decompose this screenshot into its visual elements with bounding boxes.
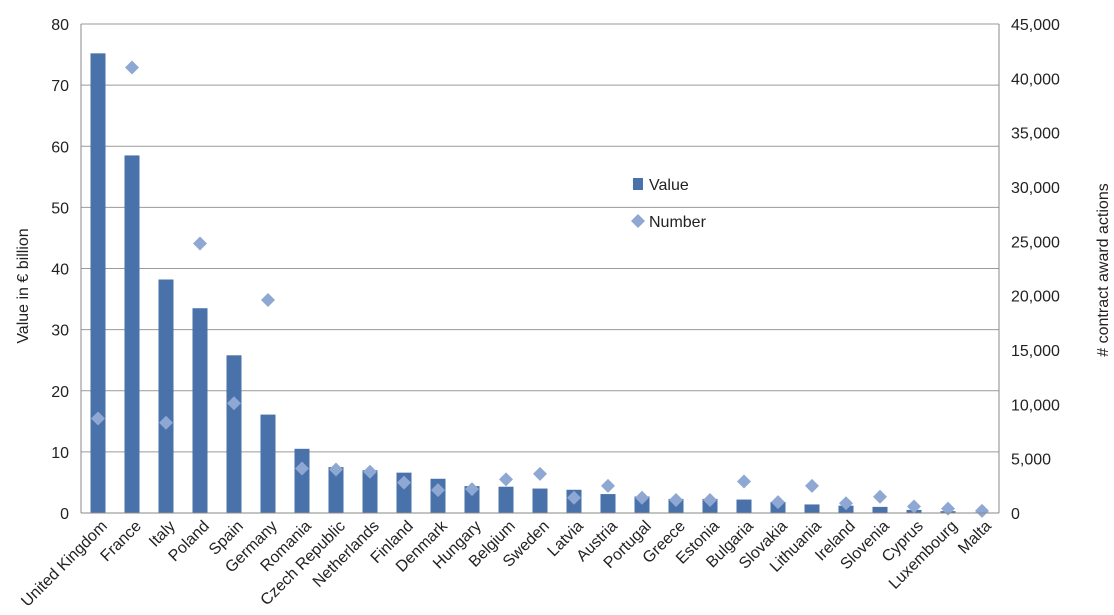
right-tick-label: 35,000 xyxy=(1011,126,1060,143)
x-tick-label: United Kingdom xyxy=(18,518,111,611)
value-bar xyxy=(498,486,514,513)
number-marker xyxy=(363,464,377,479)
number-marker xyxy=(737,474,751,489)
legend-value-swatch xyxy=(633,178,643,190)
value-bar xyxy=(464,486,480,513)
number-marker xyxy=(601,478,615,493)
axes xyxy=(80,24,1000,514)
value-bar xyxy=(260,414,276,513)
number-marker xyxy=(635,490,649,505)
value-bar xyxy=(90,53,106,514)
value-bar xyxy=(600,494,616,513)
number-marker xyxy=(227,396,241,411)
right-tick-label: 5,000 xyxy=(1011,452,1051,469)
value-bar xyxy=(362,470,378,513)
left-tick-label: 0 xyxy=(60,506,69,523)
legend-value-label: Value xyxy=(649,177,689,194)
number-marker xyxy=(567,490,581,505)
right-tick-label: 10,000 xyxy=(1011,397,1060,414)
y2-axis-title: # contract award actions xyxy=(1095,183,1112,356)
number-marker xyxy=(907,499,921,514)
number-marker xyxy=(431,483,445,498)
right-tick-label: 20,000 xyxy=(1011,289,1060,306)
number-marker xyxy=(533,466,547,481)
value-bar xyxy=(872,506,888,513)
number-marker xyxy=(329,462,343,477)
x-tick-label: Malta xyxy=(955,518,995,558)
right-tick-label: 45,000 xyxy=(1011,17,1060,34)
number-marker xyxy=(941,501,955,516)
value-bar xyxy=(736,499,752,513)
right-tick-label: 25,000 xyxy=(1011,234,1060,251)
legend-number-label: Number xyxy=(649,214,707,231)
number-marker xyxy=(125,60,139,75)
number-marker xyxy=(397,475,411,490)
number-marker xyxy=(159,415,173,430)
right-tick-label: 15,000 xyxy=(1011,343,1060,360)
value-bar xyxy=(158,279,174,513)
gridlines xyxy=(81,23,999,514)
number-marker xyxy=(91,411,105,426)
number-marker xyxy=(669,492,683,507)
number-marker xyxy=(703,492,717,507)
value-bars xyxy=(90,53,990,514)
right-tick-label: 40,000 xyxy=(1011,71,1060,88)
right-axis-ticks: 0 5,000 10,000 15,000 20,000 25,000 30,000 35,0… xyxy=(1011,17,1060,523)
left-axis-ticks: 0 10 20 30 40 50 60 70 80 xyxy=(51,17,69,523)
number-marker xyxy=(261,293,275,308)
number-marker xyxy=(839,496,853,511)
right-tick-label: 0 xyxy=(1011,506,1020,523)
value-bar xyxy=(804,504,820,513)
value-bar xyxy=(226,355,242,513)
legend: Value Number xyxy=(631,177,707,231)
left-tick-label: 30 xyxy=(51,323,69,340)
number-marker xyxy=(499,472,513,487)
left-tick-label: 70 xyxy=(51,78,69,95)
number-marker xyxy=(771,495,785,510)
value-bar xyxy=(124,155,140,513)
left-tick-label: 80 xyxy=(51,17,69,34)
value-bar xyxy=(532,488,548,513)
left-tick-label: 60 xyxy=(51,139,69,156)
value-bar xyxy=(328,467,344,513)
number-marker xyxy=(805,478,819,493)
legend-number-swatch xyxy=(631,214,645,228)
left-tick-label: 50 xyxy=(51,200,69,217)
left-tick-label: 40 xyxy=(51,262,69,279)
y-axis-title: Value in € billion xyxy=(15,228,32,343)
value-bar xyxy=(192,308,208,513)
number-marker xyxy=(975,503,989,518)
right-tick-label: 30,000 xyxy=(1011,180,1060,197)
number-marker xyxy=(873,489,887,504)
number-markers xyxy=(91,60,989,518)
value-bar xyxy=(294,448,310,513)
left-tick-label: 10 xyxy=(51,445,69,462)
number-marker xyxy=(295,461,309,476)
number-marker xyxy=(193,236,207,251)
left-tick-label: 20 xyxy=(51,384,69,401)
number-marker xyxy=(465,482,479,497)
